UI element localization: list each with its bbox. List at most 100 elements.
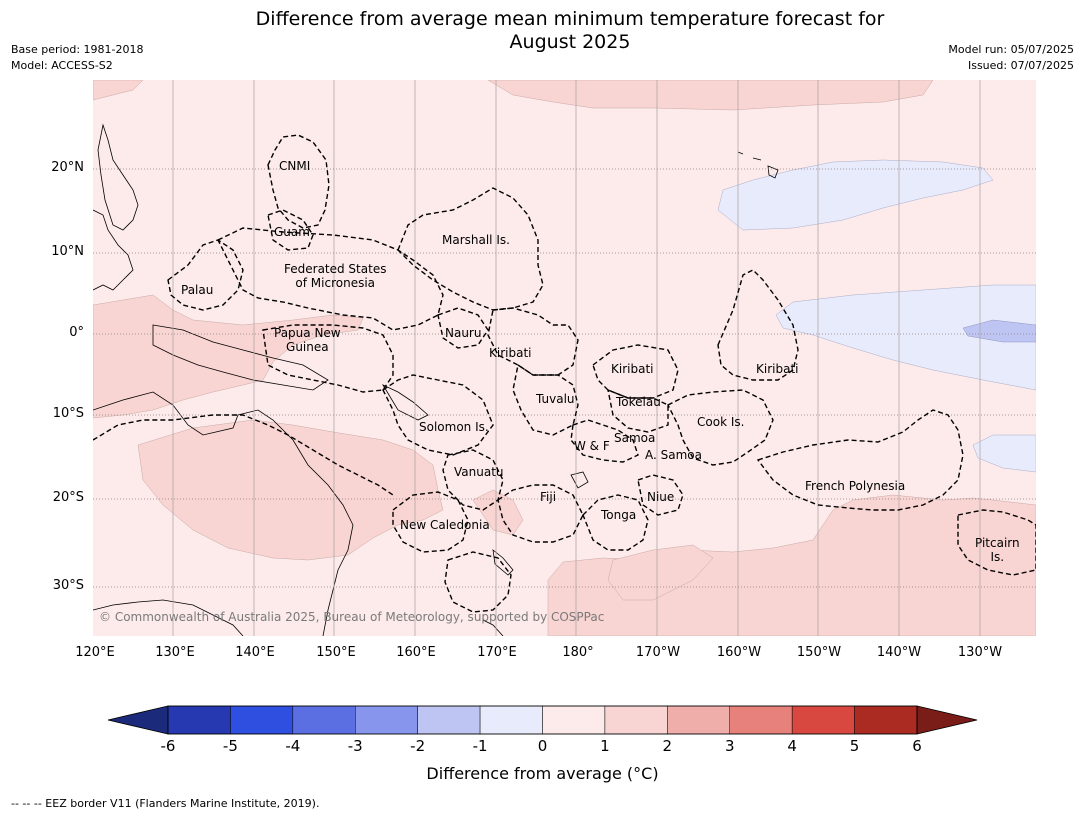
place-tonga: Tonga bbox=[601, 508, 637, 522]
place-pitcairn: Pitcairn Is. bbox=[975, 536, 1020, 564]
colorbar-under-arrow bbox=[107, 705, 169, 735]
place-guam: Guam bbox=[274, 225, 310, 239]
colorbar-cell bbox=[542, 705, 606, 735]
place-cook: Cook Is. bbox=[697, 415, 745, 429]
warm-anomaly-regions bbox=[93, 80, 1036, 636]
lon-label-130w: 130°W bbox=[957, 645, 1003, 660]
chart-title: Difference from average mean minimum tem… bbox=[0, 8, 1085, 54]
coast-solomon bbox=[381, 384, 429, 421]
place-samoa: Samoa bbox=[614, 431, 656, 445]
colorbar-cell bbox=[729, 705, 793, 735]
forecast-map bbox=[93, 80, 1036, 636]
place-wf: W & F bbox=[574, 439, 610, 453]
eez-nauru bbox=[437, 307, 489, 349]
lon-label-130e: 130°E bbox=[155, 645, 195, 660]
colorbar-cell bbox=[667, 705, 730, 735]
meta-right: Model run: 05/07/2025 Issued: 07/07/2025 bbox=[948, 42, 1074, 74]
eez-kiribati-east bbox=[717, 269, 799, 381]
coast-australia bbox=[93, 391, 354, 636]
colorbar-title: Difference from average (°C) bbox=[0, 764, 1085, 783]
eez-cnmi bbox=[267, 134, 330, 229]
eez-kermadec bbox=[444, 551, 512, 613]
warm-region-vanuatu bbox=[472, 489, 524, 536]
colorbar-cell bbox=[791, 705, 855, 735]
place-new-caledonia: New Caledonia bbox=[400, 518, 490, 532]
colorbar-tick-label: -4 bbox=[285, 737, 301, 755]
coast-asia-islands bbox=[93, 209, 134, 291]
eez-aus-east bbox=[93, 414, 394, 496]
lon-label-180: 180° bbox=[562, 645, 594, 660]
colorbar-frame bbox=[167, 705, 918, 735]
colorbar-cell bbox=[167, 705, 231, 735]
place-tokelau: Tokelau bbox=[616, 395, 661, 409]
colorbar-cell bbox=[292, 705, 356, 735]
place-fsm: Federated States of Micronesia bbox=[284, 262, 386, 290]
eez-vanuatu bbox=[442, 449, 504, 511]
lat-label-20n: 20°N bbox=[51, 160, 84, 175]
warm-region-north bbox=[93, 80, 144, 101]
place-pitcairn-line1: Pitcairn bbox=[975, 536, 1020, 550]
colorbar-cell bbox=[479, 705, 543, 735]
place-fsm-line1: Federated States bbox=[284, 262, 387, 276]
place-png-line2: Guinea bbox=[286, 340, 329, 354]
place-cnmi: CNMI bbox=[279, 159, 311, 173]
warm-region-australia bbox=[137, 419, 444, 561]
eez-niue bbox=[637, 474, 684, 516]
colorbar-tick-label: -3 bbox=[347, 737, 363, 755]
lon-label-140w: 140°W bbox=[876, 645, 922, 660]
eez-borders bbox=[93, 134, 1036, 613]
colorbar-tick-label: 1 bbox=[600, 737, 610, 755]
warm-region-png bbox=[93, 294, 364, 419]
lon-label-150e: 150°E bbox=[316, 645, 356, 660]
place-asamoa: A. Samoa bbox=[645, 448, 702, 462]
colorbar-title-text: Difference from average (°C) bbox=[426, 764, 659, 783]
coast-new-caledonia bbox=[492, 549, 514, 576]
colorbar-tick-label: -1 bbox=[472, 737, 488, 755]
coast-philippines bbox=[97, 123, 139, 231]
eez-marshall bbox=[397, 187, 544, 311]
meta-left: Base period: 1981-2018 Model: ACCESS-S2 bbox=[11, 42, 143, 74]
lon-label-150w: 150°W bbox=[796, 645, 842, 660]
place-fsm-line2: of Micronesia bbox=[295, 276, 376, 290]
place-kiribati-west: Kiribati bbox=[489, 346, 532, 360]
place-nauru: Nauru bbox=[445, 326, 482, 340]
copyright-notice: © Commonwealth of Australia 2025, Bureau… bbox=[99, 610, 605, 624]
coast-australia-south bbox=[93, 599, 244, 636]
place-vanuatu: Vanuatu bbox=[454, 465, 504, 479]
eez-footnote: -- -- -- EEZ border V11 (Flanders Marine… bbox=[11, 797, 320, 810]
cool-region-equatorial bbox=[775, 284, 1036, 391]
lon-label-170w: 170°W bbox=[635, 645, 681, 660]
eez-fsm bbox=[217, 227, 444, 331]
eez-guam bbox=[267, 209, 314, 251]
eez-tonga bbox=[582, 494, 649, 551]
lon-label-160w: 160°W bbox=[716, 645, 762, 660]
place-tuvalu: Tuvalu bbox=[536, 392, 575, 406]
title-line-2: August 2025 bbox=[509, 31, 631, 53]
eez-samoa-wf bbox=[570, 419, 639, 463]
place-niue: Niue bbox=[647, 490, 675, 504]
lon-label-170e: 170°E bbox=[477, 645, 517, 660]
meridians bbox=[172, 80, 981, 636]
eez-kiribati-central bbox=[592, 344, 679, 399]
lat-label-30s: 30°S bbox=[52, 578, 84, 593]
eez-new-caledonia bbox=[392, 491, 469, 553]
place-pitcairn-line2: Is. bbox=[990, 550, 1005, 564]
lon-label-160e: 160°E bbox=[396, 645, 436, 660]
base-period: Base period: 1981-2018 bbox=[11, 43, 144, 56]
eez-palau bbox=[167, 239, 244, 311]
eez-french-polynesia bbox=[756, 409, 964, 511]
cool-anomaly-regions bbox=[717, 159, 1036, 473]
place-kiribati-central: Kiribati bbox=[611, 362, 654, 376]
issued-date: Issued: 07/07/2025 bbox=[967, 59, 1074, 72]
coast-new-zealand bbox=[482, 619, 504, 636]
colorbar-tick-label: -5 bbox=[222, 737, 238, 755]
eez-cook bbox=[667, 389, 774, 466]
colorbar-cell bbox=[355, 705, 418, 735]
colorbar-over-arrow bbox=[916, 705, 978, 735]
colorbar-tick-label: -2 bbox=[410, 737, 426, 755]
model-run: Model run: 05/07/2025 bbox=[948, 43, 1074, 56]
place-solomon: Solomon Is. bbox=[419, 420, 489, 434]
coast-new-guinea bbox=[152, 324, 329, 391]
eez-png bbox=[262, 324, 394, 393]
place-palau: Palau bbox=[181, 283, 214, 297]
